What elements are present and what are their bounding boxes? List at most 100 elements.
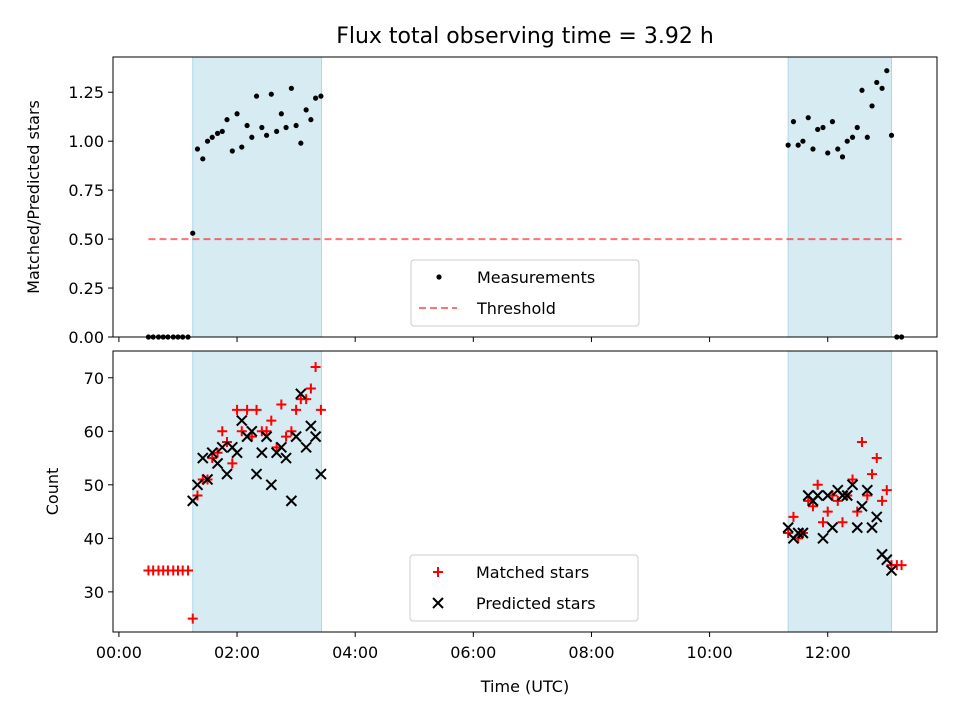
predicted-star-marker (822, 489, 834, 502)
predicted-star-marker (295, 388, 307, 400)
predicted-star-marker (300, 441, 312, 454)
predicted-star-marker (826, 521, 839, 534)
measurement-point (785, 142, 791, 148)
legend-label: Measurements (477, 268, 595, 287)
predicted-star-marker (846, 479, 859, 491)
matched-star-marker (305, 383, 316, 394)
y-tick-label: 1.00 (68, 132, 104, 151)
matched-star-marker (807, 501, 818, 512)
matched-star-marker (212, 447, 223, 458)
matched-star-marker (291, 404, 302, 415)
measurement-point (800, 138, 806, 144)
predicted-star-marker (246, 425, 258, 437)
predicted-star-marker (305, 420, 317, 432)
y-axis-label: Count (43, 468, 62, 516)
predicted-star-marker (206, 446, 218, 459)
predicted-star-marker (265, 479, 278, 491)
predicted-star-marker (211, 457, 224, 470)
predicted-star-marker (315, 468, 327, 480)
measurement-point (313, 95, 319, 101)
x-axis-label: Time (UTC) (480, 677, 569, 696)
matched-star-marker (847, 474, 858, 485)
predicted-star-marker (280, 452, 292, 464)
measurement-point (790, 119, 797, 125)
top-panel: 0.00 0.25 0.50 0.75 1.00 1.25 Matched/Predicte… (24, 56, 938, 347)
measurement-point (874, 79, 880, 86)
matched-star-marker (266, 415, 277, 426)
measurement-point (209, 134, 215, 140)
measurement-point (864, 134, 870, 140)
axes-frame (112, 56, 938, 338)
predicted-star-marker (856, 500, 868, 512)
measurement-point (204, 138, 211, 144)
matched-star-marker (862, 490, 873, 501)
matched-star-marker (867, 469, 878, 480)
measurement-point (263, 132, 270, 138)
y-axis-label: Matched/Predicted stars (24, 100, 43, 294)
measurement-point (293, 122, 299, 129)
x-tick-label: 00:00 (96, 643, 142, 662)
measurement-point (888, 132, 895, 138)
predicted-star-marker (792, 527, 804, 539)
measurement-point (869, 103, 875, 109)
legend-label: Matched stars (476, 563, 589, 582)
measurement-point (844, 138, 850, 144)
measurement-point (253, 93, 260, 99)
predicted-star-marker (836, 489, 849, 502)
x-tick-label: 02:00 (214, 643, 260, 662)
predicted-star-marker (191, 479, 204, 491)
matched-star-marker (227, 458, 238, 469)
matched-star-marker (236, 426, 247, 437)
predicted-star-marker (275, 441, 288, 454)
matched-star-marker (837, 517, 848, 528)
legend-measurement-swatch (436, 274, 442, 280)
x-tick-label: 12:00 (805, 643, 851, 662)
matched-star-marker (301, 394, 312, 405)
legend-predicted-swatch (432, 597, 444, 609)
y-tick-label: 1.25 (68, 83, 104, 102)
predicted-star-marker (881, 554, 893, 566)
matched-star-marker (187, 613, 198, 624)
measurement-point (854, 124, 860, 131)
predicted-star-marker (231, 446, 243, 459)
matched-star-marker (822, 506, 833, 517)
x-tick-label: 06:00 (450, 643, 496, 662)
matched-star-marker (192, 490, 203, 501)
measurement-point (219, 128, 225, 135)
measurement-point (239, 144, 245, 150)
measurement-point (249, 134, 255, 140)
measurement-point (278, 111, 284, 117)
matched-star-marker (242, 404, 253, 415)
matched-star-marker (310, 362, 321, 373)
bottom-panel: 30 40 50 60 70 00:00 02:00 04:00 06:00 08:00 10:00… (43, 350, 938, 696)
measurement-point (229, 148, 235, 154)
y-tick-label: 50 (84, 476, 104, 495)
matched-star-marker (832, 495, 843, 506)
predicted-star-marker (285, 495, 298, 507)
x-tick-label: 04:00 (332, 643, 378, 662)
predicted-star-marker (885, 564, 898, 577)
predicted-star-marker (256, 446, 268, 459)
matched-star-marker (315, 404, 326, 415)
predicted-star-marker (201, 473, 214, 486)
legend-label: Threshold (476, 299, 556, 318)
y-tick-label: 0.50 (68, 230, 104, 249)
measurement-point (815, 126, 821, 133)
chart-title: Flux total observing time = 3.92 h (336, 24, 714, 49)
predicted-star-marker (797, 527, 809, 539)
matched-star-marker (812, 479, 823, 490)
measurement-point (224, 117, 230, 123)
matched-star-marker (281, 431, 292, 442)
measurement-point (795, 142, 801, 148)
measurement-point (825, 150, 831, 156)
matched-star-marker (881, 485, 892, 496)
matched-star-marker (871, 453, 882, 464)
x-tick-label: 10:00 (687, 643, 733, 662)
matched-star-marker (877, 495, 888, 506)
matched-star-marker (896, 560, 907, 571)
measurement-point (805, 115, 811, 121)
measurement-point (288, 85, 294, 91)
measurement-point (884, 68, 890, 74)
matched-star-marker (856, 436, 867, 447)
measurement-point (244, 122, 250, 129)
